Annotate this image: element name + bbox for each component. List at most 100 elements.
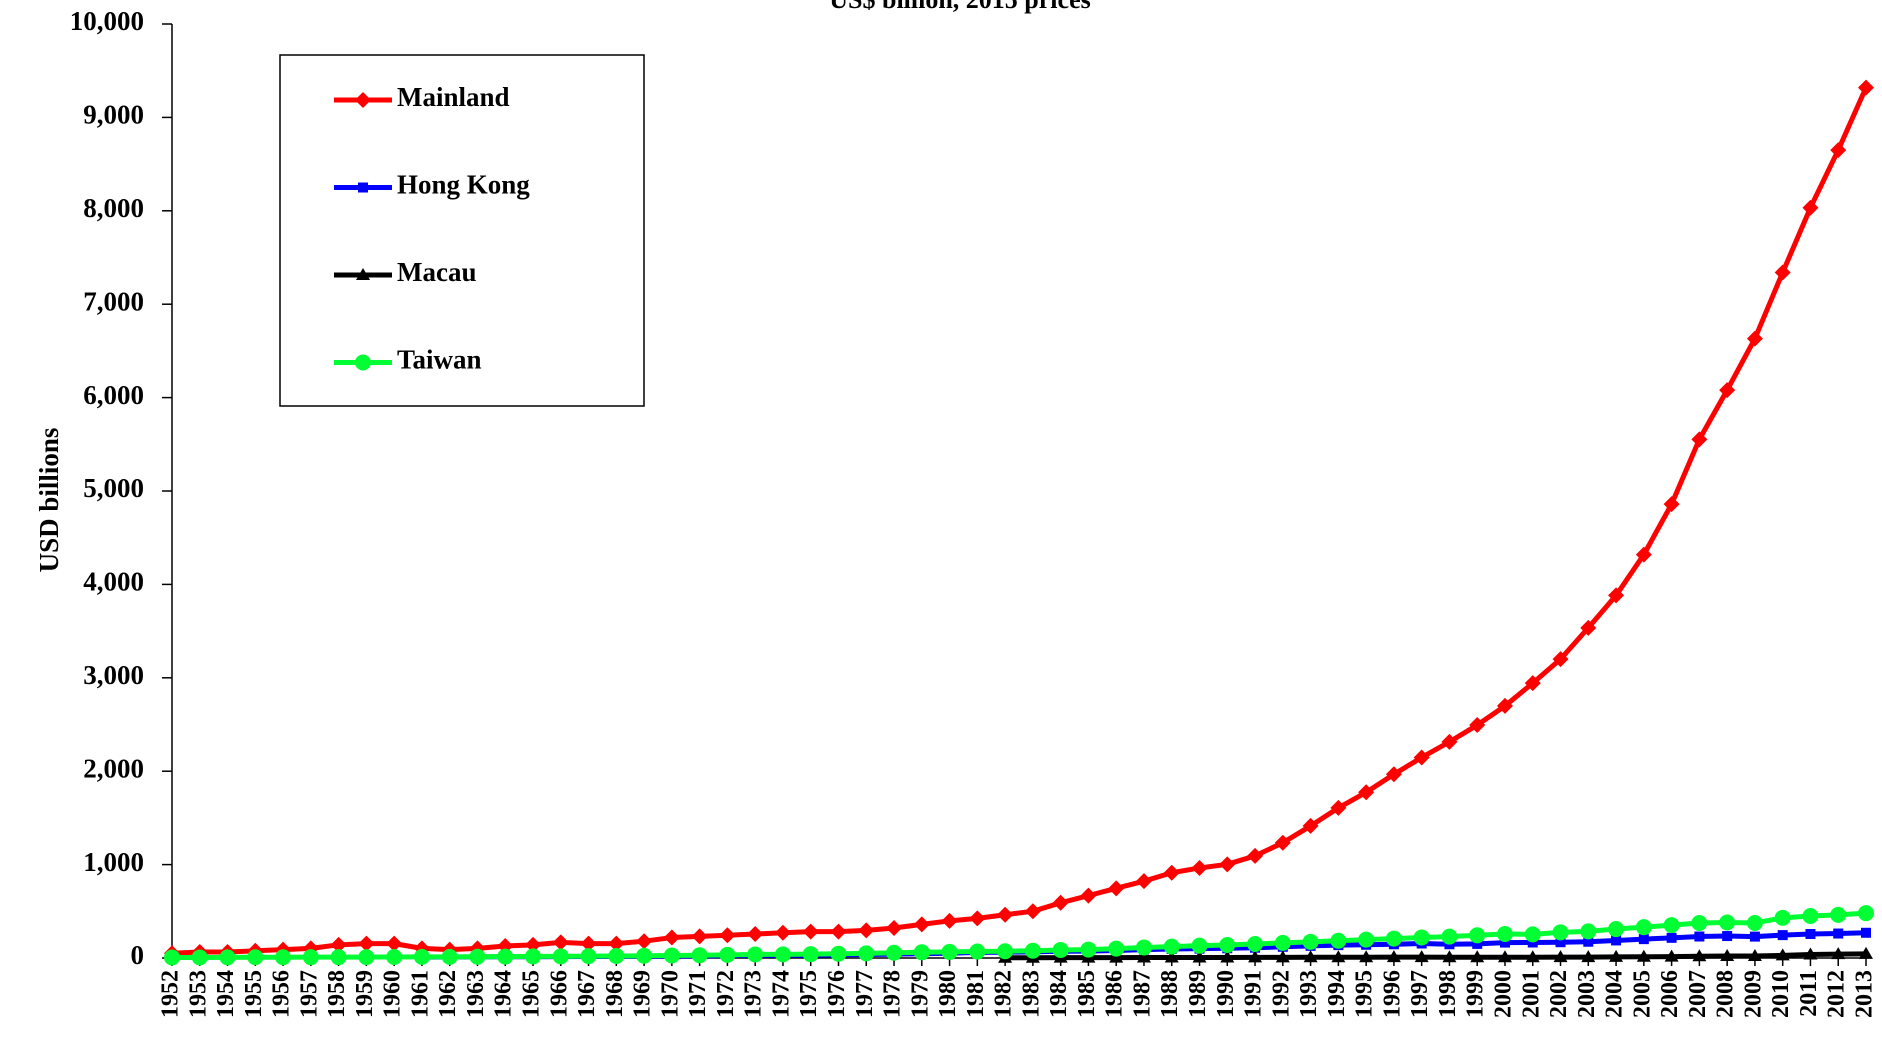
marker [913, 916, 930, 933]
marker [1747, 948, 1762, 961]
marker [1609, 949, 1624, 962]
x-tick-label: 2004 [1602, 970, 1628, 1018]
x-tick-label: 1959 [352, 970, 378, 1018]
marker [191, 949, 208, 966]
marker [1580, 923, 1597, 940]
marker [1691, 431, 1708, 448]
marker [580, 935, 597, 952]
x-tick-label: 2005 [1629, 970, 1655, 1018]
x-tick-label: 1956 [269, 970, 295, 1018]
marker [580, 948, 597, 965]
marker [1302, 817, 1319, 834]
legend-label: Hong Kong [397, 170, 530, 200]
marker [247, 949, 264, 966]
marker [1663, 917, 1680, 934]
marker [1108, 880, 1125, 897]
x-tick-label: 2003 [1574, 970, 1600, 1018]
x-tick-label: 1969 [630, 970, 656, 1018]
y-tick-label: 7,000 [83, 286, 144, 316]
marker [691, 928, 708, 945]
marker [1608, 587, 1625, 604]
marker [1414, 950, 1429, 963]
marker [1524, 675, 1541, 692]
marker [1722, 931, 1733, 942]
marker [1220, 950, 1235, 963]
marker [1247, 847, 1264, 864]
x-tick-label: 1970 [657, 970, 683, 1018]
marker [774, 946, 791, 963]
x-tick-label: 1960 [380, 970, 406, 1018]
y-tick-label: 4,000 [83, 567, 144, 597]
x-tick-label: 2009 [1740, 970, 1766, 1018]
marker [1775, 948, 1790, 961]
marker [413, 948, 430, 965]
marker [1664, 949, 1679, 962]
marker [1777, 930, 1788, 941]
marker [1163, 938, 1180, 955]
marker [608, 947, 625, 964]
marker [1248, 950, 1263, 963]
marker [1805, 928, 1816, 939]
x-tick-label: 2001 [1518, 970, 1544, 1018]
y-axis-label: USD billions [34, 428, 64, 573]
x-tick-label: 1962 [435, 970, 461, 1018]
marker [1802, 907, 1819, 924]
marker [1802, 199, 1819, 216]
marker [330, 949, 347, 966]
marker [1080, 941, 1097, 958]
marker [941, 912, 958, 929]
x-tick-label: 1995 [1352, 970, 1378, 1018]
marker [1330, 799, 1347, 816]
x-tick-label: 1957 [296, 970, 322, 1018]
marker [1527, 937, 1538, 948]
marker [941, 943, 958, 960]
marker [386, 935, 403, 952]
marker [1635, 546, 1652, 563]
marker [663, 947, 680, 964]
marker [1830, 906, 1847, 923]
series-line [1005, 951, 1867, 961]
x-tick-label: 1997 [1407, 970, 1433, 1018]
marker [1359, 950, 1374, 963]
x-tick-label: 1967 [574, 970, 600, 1018]
marker [1749, 931, 1760, 942]
marker [913, 944, 930, 961]
marker [719, 946, 736, 963]
marker [1859, 946, 1873, 959]
x-tick-label: 2008 [1713, 970, 1739, 1018]
marker [1470, 950, 1485, 963]
marker [525, 936, 542, 953]
x-tick-label: 1991 [1241, 970, 1267, 1018]
chart-title: US$ billion, 2015 prices [829, 0, 1090, 14]
marker [1555, 937, 1566, 948]
legend-label: Mainland [397, 82, 510, 112]
marker [1302, 933, 1319, 950]
marker [1442, 950, 1457, 963]
x-tick-label: 1977 [852, 970, 878, 1018]
marker [1413, 749, 1430, 766]
marker [1638, 934, 1649, 945]
x-tick-label: 1987 [1129, 970, 1155, 1018]
x-tick-label: 2007 [1685, 970, 1711, 1018]
x-tick-label: 1952 [158, 970, 184, 1018]
marker [1694, 931, 1705, 942]
marker [774, 924, 791, 941]
x-tick-label: 1992 [1268, 970, 1294, 1018]
y-tick-label: 6,000 [83, 380, 144, 410]
marker [1331, 950, 1346, 963]
marker [1385, 930, 1402, 947]
marker [1608, 921, 1625, 938]
marker [1109, 950, 1124, 963]
marker [1746, 330, 1763, 347]
marker [1164, 950, 1179, 963]
marker [1080, 887, 1097, 904]
x-tick-label: 2012 [1824, 970, 1850, 1018]
marker [358, 935, 375, 952]
marker [1191, 937, 1208, 954]
x-tick-label: 1971 [685, 970, 711, 1018]
marker [1499, 937, 1510, 948]
legend-box [279, 54, 645, 407]
marker [691, 947, 708, 964]
marker [636, 933, 653, 950]
